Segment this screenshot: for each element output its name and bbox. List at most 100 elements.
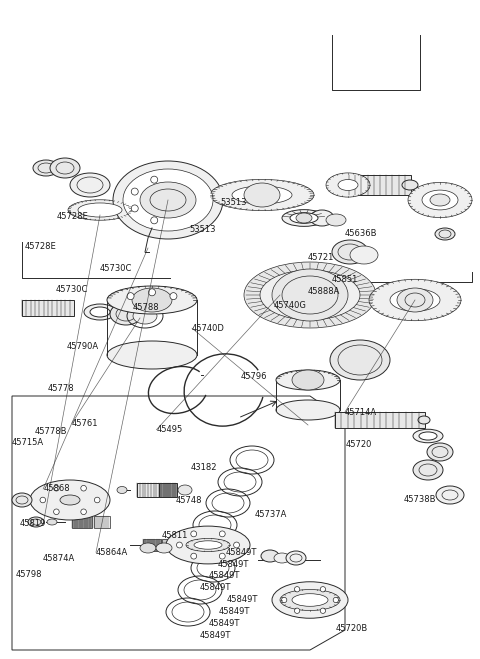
Text: 53513: 53513 [221, 198, 247, 208]
Text: 45790A: 45790A [66, 342, 98, 351]
Polygon shape [335, 412, 425, 428]
Ellipse shape [84, 304, 116, 320]
Text: 45849T: 45849T [218, 607, 250, 616]
Polygon shape [72, 516, 92, 528]
Ellipse shape [276, 400, 340, 420]
Text: 45849T: 45849T [226, 548, 257, 557]
Ellipse shape [47, 519, 57, 525]
Ellipse shape [50, 158, 80, 178]
Circle shape [127, 293, 134, 300]
Circle shape [219, 531, 225, 537]
Circle shape [219, 553, 225, 559]
Circle shape [151, 176, 158, 183]
Ellipse shape [292, 370, 324, 390]
Ellipse shape [244, 262, 376, 328]
Ellipse shape [166, 526, 250, 564]
Circle shape [151, 217, 158, 224]
Ellipse shape [28, 517, 44, 527]
Ellipse shape [260, 270, 360, 320]
Circle shape [294, 608, 300, 614]
Text: 45720B: 45720B [336, 623, 368, 633]
Text: 45636B: 45636B [345, 229, 377, 238]
Ellipse shape [140, 182, 196, 218]
Ellipse shape [123, 169, 213, 231]
Ellipse shape [70, 173, 110, 197]
Ellipse shape [68, 200, 132, 220]
Text: 45874A: 45874A [42, 554, 74, 563]
Polygon shape [162, 539, 178, 551]
Polygon shape [137, 483, 159, 497]
Text: 45849T: 45849T [199, 583, 230, 592]
Ellipse shape [107, 286, 197, 314]
Text: 43182: 43182 [191, 463, 217, 473]
Ellipse shape [390, 289, 440, 311]
Polygon shape [143, 539, 161, 551]
Ellipse shape [194, 541, 222, 549]
Text: 45849T: 45849T [209, 619, 240, 628]
Ellipse shape [244, 183, 280, 207]
Ellipse shape [350, 246, 378, 264]
Ellipse shape [422, 190, 458, 210]
Polygon shape [349, 175, 411, 195]
Ellipse shape [418, 416, 430, 424]
Circle shape [148, 289, 156, 296]
Ellipse shape [292, 594, 328, 606]
Ellipse shape [178, 485, 192, 495]
Ellipse shape [12, 493, 32, 507]
Ellipse shape [296, 213, 312, 223]
Ellipse shape [60, 495, 80, 505]
Text: 45730C: 45730C [100, 264, 132, 273]
Ellipse shape [300, 596, 320, 604]
Text: 45868: 45868 [43, 484, 70, 494]
Circle shape [131, 188, 138, 195]
Circle shape [320, 608, 325, 614]
Text: 45864A: 45864A [96, 548, 128, 557]
Ellipse shape [413, 460, 443, 480]
Text: 45778: 45778 [48, 384, 74, 393]
Ellipse shape [33, 160, 59, 176]
Ellipse shape [197, 540, 218, 550]
Text: 45721: 45721 [307, 252, 334, 262]
Text: 45715A: 45715A [12, 438, 44, 447]
Circle shape [177, 542, 182, 548]
Text: 45849T: 45849T [227, 595, 258, 604]
Text: 45851: 45851 [331, 275, 358, 284]
Ellipse shape [133, 308, 157, 324]
Ellipse shape [310, 210, 334, 226]
Text: 45796: 45796 [241, 372, 267, 382]
Circle shape [281, 597, 287, 603]
Text: 45819: 45819 [19, 519, 46, 529]
Circle shape [40, 497, 46, 503]
Ellipse shape [232, 186, 292, 204]
Ellipse shape [140, 543, 156, 553]
Text: 45778B: 45778B [35, 427, 67, 436]
Circle shape [170, 293, 177, 300]
Ellipse shape [280, 590, 340, 610]
Text: 45728E: 45728E [57, 212, 88, 221]
Ellipse shape [272, 269, 348, 321]
Circle shape [95, 497, 100, 503]
Circle shape [333, 597, 338, 603]
Ellipse shape [413, 429, 443, 443]
Text: 45798: 45798 [15, 570, 42, 579]
Ellipse shape [330, 340, 390, 380]
Ellipse shape [435, 228, 455, 240]
Ellipse shape [369, 279, 461, 321]
Ellipse shape [186, 538, 230, 552]
Polygon shape [159, 483, 177, 497]
Text: 45738B: 45738B [403, 495, 436, 504]
Circle shape [131, 205, 138, 212]
Ellipse shape [290, 213, 318, 223]
Text: 45761: 45761 [72, 418, 98, 428]
Polygon shape [94, 516, 110, 528]
Ellipse shape [402, 180, 418, 190]
Ellipse shape [286, 551, 306, 565]
Ellipse shape [430, 194, 450, 206]
Text: 45737A: 45737A [254, 509, 287, 519]
Text: 45888A: 45888A [307, 287, 339, 296]
Ellipse shape [282, 210, 326, 226]
Ellipse shape [156, 543, 172, 553]
Text: 45740D: 45740D [192, 324, 225, 333]
Text: 45730C: 45730C [56, 285, 88, 295]
Text: 45720: 45720 [346, 440, 372, 449]
